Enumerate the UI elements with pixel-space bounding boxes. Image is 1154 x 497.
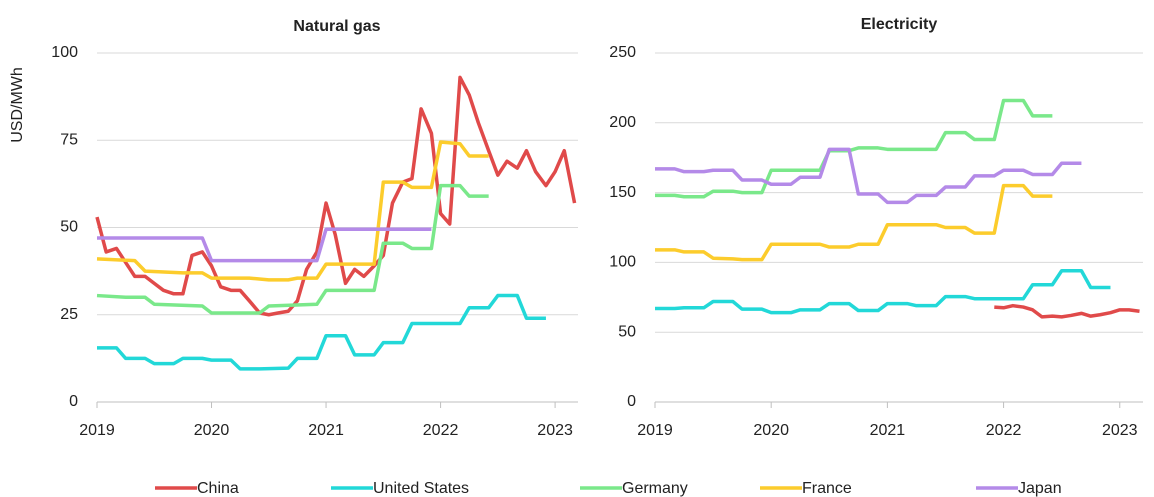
x-tick-label: 2020 xyxy=(753,422,789,439)
y-tick-label: 250 xyxy=(609,44,636,61)
x-tick-label: 2021 xyxy=(870,422,906,439)
x-tick-label: 2020 xyxy=(194,422,230,439)
y-tick-label: 50 xyxy=(60,219,78,236)
legend-label: Japan xyxy=(1018,480,1062,497)
x-tick-label: 2019 xyxy=(637,422,673,439)
legend-label: France xyxy=(802,480,852,497)
line-series xyxy=(994,303,1140,319)
line-series xyxy=(655,269,1111,315)
y-tick-label: 200 xyxy=(609,114,636,131)
line-series xyxy=(96,183,489,315)
chart-title: Electricity xyxy=(861,16,938,33)
y-tick-label: 25 xyxy=(60,306,78,323)
y-tick-label: 50 xyxy=(618,323,636,340)
line-series xyxy=(97,293,546,371)
legend-label: United States xyxy=(373,480,469,497)
legend-label: China xyxy=(197,480,239,497)
y-tick-label: 150 xyxy=(609,184,636,201)
x-tick-label: 2023 xyxy=(537,422,573,439)
x-tick-label: 2022 xyxy=(986,422,1022,439)
x-tick-label: 2023 xyxy=(1102,422,1138,439)
line-series xyxy=(95,75,577,317)
y-tick-label: 100 xyxy=(51,44,78,61)
x-tick-label: 2019 xyxy=(79,422,115,439)
line-series xyxy=(97,227,432,263)
line-series xyxy=(655,98,1053,199)
y-axis-label: USD/MWh xyxy=(9,67,26,143)
x-tick-label: 2021 xyxy=(308,422,344,439)
x-tick-label: 2022 xyxy=(423,422,459,439)
line-series xyxy=(655,183,1053,262)
y-tick-label: 75 xyxy=(60,131,78,148)
y-tick-label: 100 xyxy=(609,254,636,271)
line-series xyxy=(655,147,1082,205)
legend-label: Germany xyxy=(622,480,688,497)
line-series xyxy=(96,140,489,282)
chart-title: Natural gas xyxy=(293,18,380,35)
y-tick-label: 0 xyxy=(627,393,636,410)
y-tick-label: 0 xyxy=(69,393,78,410)
